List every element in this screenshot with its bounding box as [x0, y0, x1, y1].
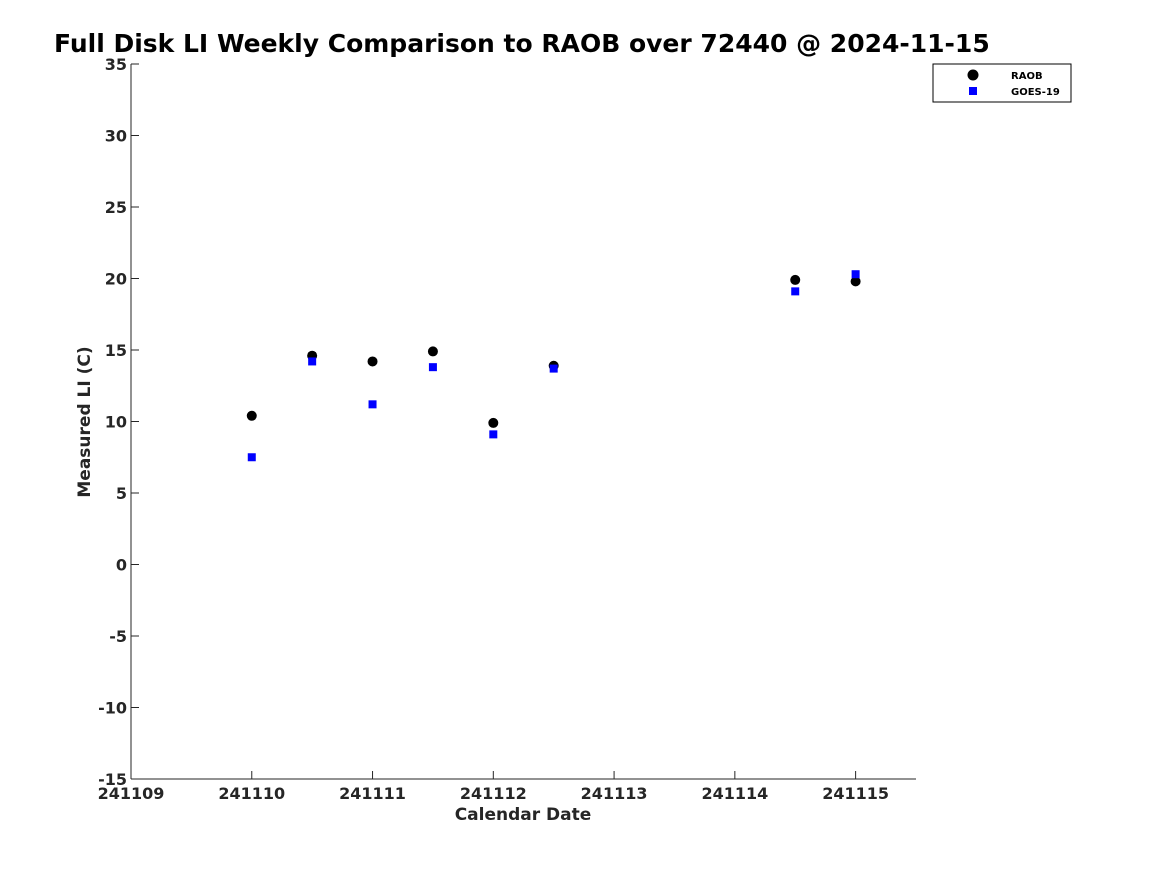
y-tick-label: 30: [105, 127, 127, 146]
legend-label-goes: GOES-19: [1011, 87, 1060, 98]
y-axis-label: Measured LI (C): [75, 346, 95, 497]
legend-marker-goes: [969, 87, 977, 95]
y-tick-label: 15: [105, 341, 127, 360]
y-tick-label: -5: [109, 627, 127, 646]
goes-19-point: [851, 270, 860, 279]
x-tick-label: 241111: [339, 784, 406, 803]
legend-box: [932, 63, 1072, 103]
x-axis-label: Calendar Date: [455, 805, 592, 825]
y-ticks: -15 -10 -5 0 5 10 15 20 25 30 35: [98, 55, 139, 789]
chart-title: Full Disk LI Weekly Comparison to RAOB o…: [54, 29, 990, 58]
goes-19-point: [428, 363, 437, 372]
y-tick-label: 35: [105, 55, 127, 74]
legend-marker-raob: [967, 69, 979, 81]
legend: RAOB GOES-19: [932, 63, 1072, 103]
x-tick-label: 241114: [701, 784, 768, 803]
y-tick-label: -15: [98, 770, 127, 789]
y-tick-label: 0: [116, 556, 127, 575]
data-marks: [246, 270, 861, 462]
x-tick-label: 241112: [460, 784, 527, 803]
plot-area: -15 -10 -5 0 5 10 15 20 25 30 35 241109 241110 24111…: [98, 55, 916, 803]
raob-point: [790, 274, 801, 285]
y-tick-label: 5: [116, 484, 127, 503]
goes-19-point: [247, 453, 256, 462]
x-tick-label: 241115: [822, 784, 889, 803]
raob-point: [246, 410, 257, 421]
x-tick-label: 241113: [581, 784, 648, 803]
x-tick-label: 241110: [218, 784, 285, 803]
raob-point: [427, 346, 438, 357]
y-tick-label: -10: [98, 699, 127, 718]
y-tick-label: 10: [105, 413, 127, 432]
x-ticks: 241109 241110 241111 241112 241113 241114 2411…: [98, 771, 889, 803]
y-tick-label: 20: [105, 270, 127, 289]
y-tick-label: 25: [105, 198, 127, 217]
raob-point: [850, 276, 861, 287]
x-tick-label: 241109: [98, 784, 165, 803]
legend-label-raob: RAOB: [1011, 71, 1043, 82]
goes-19-point: [549, 364, 558, 373]
raob-point: [367, 356, 378, 367]
goes-19-point: [489, 430, 498, 439]
goes-19-point: [791, 287, 800, 296]
raob-point: [488, 417, 499, 428]
goes-19-point: [308, 357, 317, 366]
goes-19-point: [368, 400, 377, 409]
